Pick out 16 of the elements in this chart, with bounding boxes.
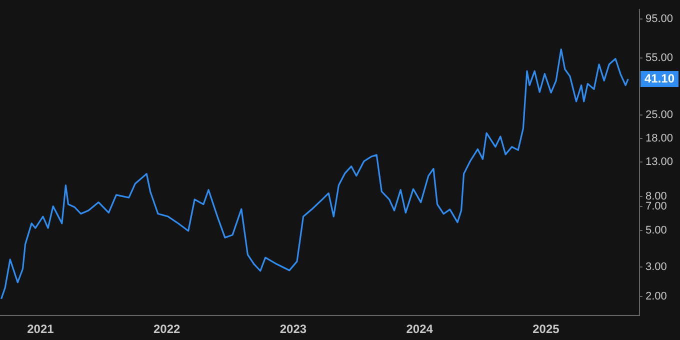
- y-tick-label: 18.00: [645, 132, 674, 144]
- annotation: 41.10: [644, 71, 675, 86]
- x-tick-label: 2023: [280, 322, 307, 336]
- x-tick-label: 2025: [532, 322, 560, 336]
- y-tick-label: 3.00: [645, 261, 667, 274]
- y-tick-label: 7.00: [645, 200, 667, 212]
- y-tick-label: 13.00: [645, 156, 674, 168]
- y-tick-label: 55.00: [645, 52, 674, 64]
- y-tick-label: 8.00: [645, 190, 667, 203]
- x-tick-label: 2021: [27, 322, 54, 336]
- y-tick-label: 95.00: [645, 12, 674, 25]
- x-tick-label: 2022: [153, 322, 180, 336]
- y-tick-label: 5.00: [645, 224, 667, 237]
- y-tick-label: 25.00: [645, 108, 674, 121]
- x-tick-label: 2024: [406, 322, 434, 336]
- y-tick-label: 2.00: [645, 290, 667, 302]
